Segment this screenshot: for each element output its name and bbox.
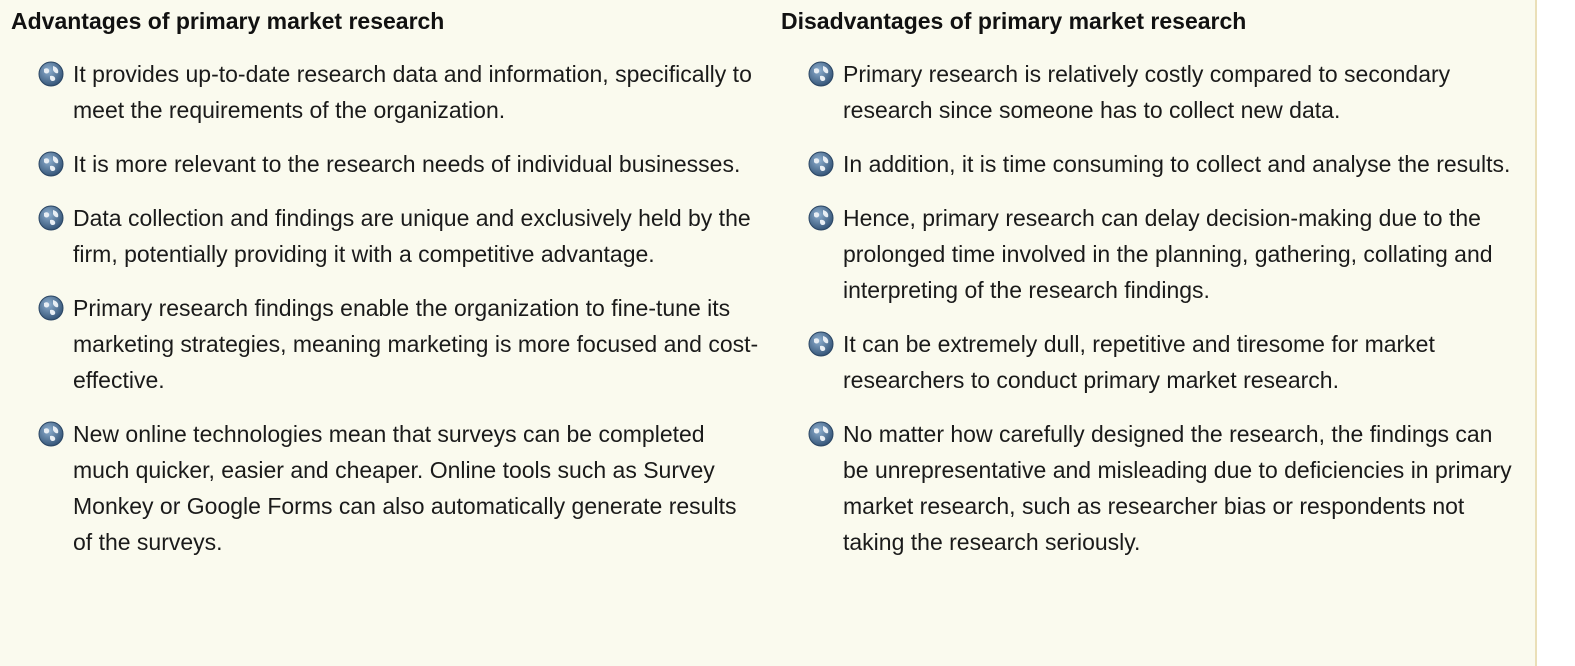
disadvantages-heading: Disadvantages of primary market research bbox=[781, 8, 1247, 34]
disadvantages-column: Disadvantages of primary market research… bbox=[781, 0, 1521, 578]
disadvantages-list: Primary research is relatively costly co… bbox=[781, 56, 1521, 560]
list-item: Data collection and findings are unique … bbox=[11, 200, 761, 272]
globe-bullet-icon bbox=[38, 61, 64, 87]
list-item-text: Hence, primary research can delay decisi… bbox=[843, 205, 1493, 303]
list-item: Primary research findings enable the org… bbox=[11, 290, 761, 398]
globe-bullet-icon bbox=[808, 61, 834, 87]
advantages-list: It provides up-to-date research data and… bbox=[11, 56, 761, 560]
list-item: Primary research is relatively costly co… bbox=[781, 56, 1521, 128]
list-item-text: It provides up-to-date research data and… bbox=[73, 61, 752, 123]
list-item: It provides up-to-date research data and… bbox=[11, 56, 761, 128]
content-panel: Advantages of primary market research It… bbox=[0, 0, 1537, 666]
list-item-text: Primary research is relatively costly co… bbox=[843, 61, 1451, 123]
globe-bullet-icon bbox=[808, 151, 834, 177]
globe-bullet-icon bbox=[38, 421, 64, 447]
globe-bullet-icon bbox=[808, 421, 834, 447]
list-item-text: It can be extremely dull, repetitive and… bbox=[843, 331, 1435, 393]
advantages-column: Advantages of primary market research It… bbox=[11, 0, 761, 578]
globe-bullet-icon bbox=[38, 295, 64, 321]
list-item-text: It is more relevant to the research need… bbox=[73, 151, 741, 177]
list-item-text: No matter how carefully designed the res… bbox=[843, 421, 1512, 555]
list-item-text: Data collection and findings are unique … bbox=[73, 205, 751, 267]
list-item: Hence, primary research can delay decisi… bbox=[781, 200, 1521, 308]
globe-bullet-icon bbox=[808, 205, 834, 231]
list-item-text: In addition, it is time consuming to col… bbox=[843, 151, 1511, 177]
globe-bullet-icon bbox=[38, 151, 64, 177]
list-item: In addition, it is time consuming to col… bbox=[781, 146, 1521, 182]
list-item: It is more relevant to the research need… bbox=[11, 146, 761, 182]
list-item: New online technologies mean that survey… bbox=[11, 416, 761, 560]
globe-bullet-icon bbox=[808, 331, 834, 357]
list-item-text: Primary research findings enable the org… bbox=[73, 295, 759, 393]
list-item: It can be extremely dull, repetitive and… bbox=[781, 326, 1521, 398]
advantages-heading: Advantages of primary market research bbox=[11, 8, 445, 34]
list-item: No matter how carefully designed the res… bbox=[781, 416, 1521, 560]
list-item-text: New online technologies mean that survey… bbox=[73, 421, 737, 555]
globe-bullet-icon bbox=[38, 205, 64, 231]
